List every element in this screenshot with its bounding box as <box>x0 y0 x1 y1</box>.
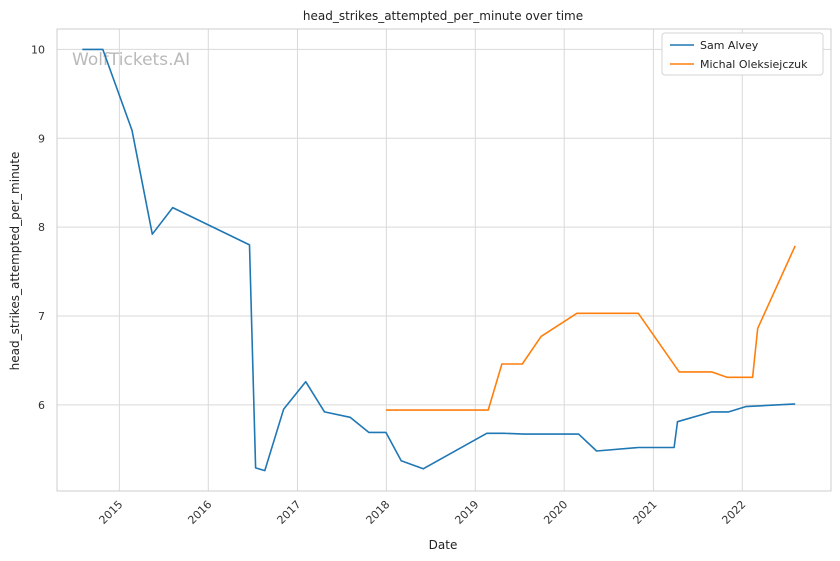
y-axis-label: head_strikes_attempted_per_minute <box>8 152 22 371</box>
series-line-sam-alvey <box>82 48 796 472</box>
legend: Sam Alvey Michal Oleksiejczuk <box>661 32 824 76</box>
x-axis-label: Date <box>429 538 458 552</box>
y-axis-ticks: 6 7 8 9 10 <box>31 43 45 411</box>
watermark: WolfTickets.AI <box>72 50 190 70</box>
legend-label-michal-oleksiejczuk: Michal Oleksiejczuk <box>700 58 808 71</box>
plot-area <box>56 28 832 492</box>
y-tick-label: 10 <box>31 43 45 56</box>
y-tick-label: 8 <box>38 221 45 234</box>
grid <box>57 29 831 491</box>
legend-box <box>661 32 824 76</box>
y-tick-label: 9 <box>38 132 45 145</box>
series-lines <box>82 48 796 472</box>
chart-title: head_strikes_attempted_per_minute over t… <box>303 9 583 23</box>
y-tick-label: 7 <box>38 310 45 323</box>
legend-label-sam-alvey: Sam Alvey <box>700 39 759 52</box>
y-tick-label: 6 <box>38 399 45 412</box>
series-line-michal-oleksiejczuk <box>385 245 796 411</box>
